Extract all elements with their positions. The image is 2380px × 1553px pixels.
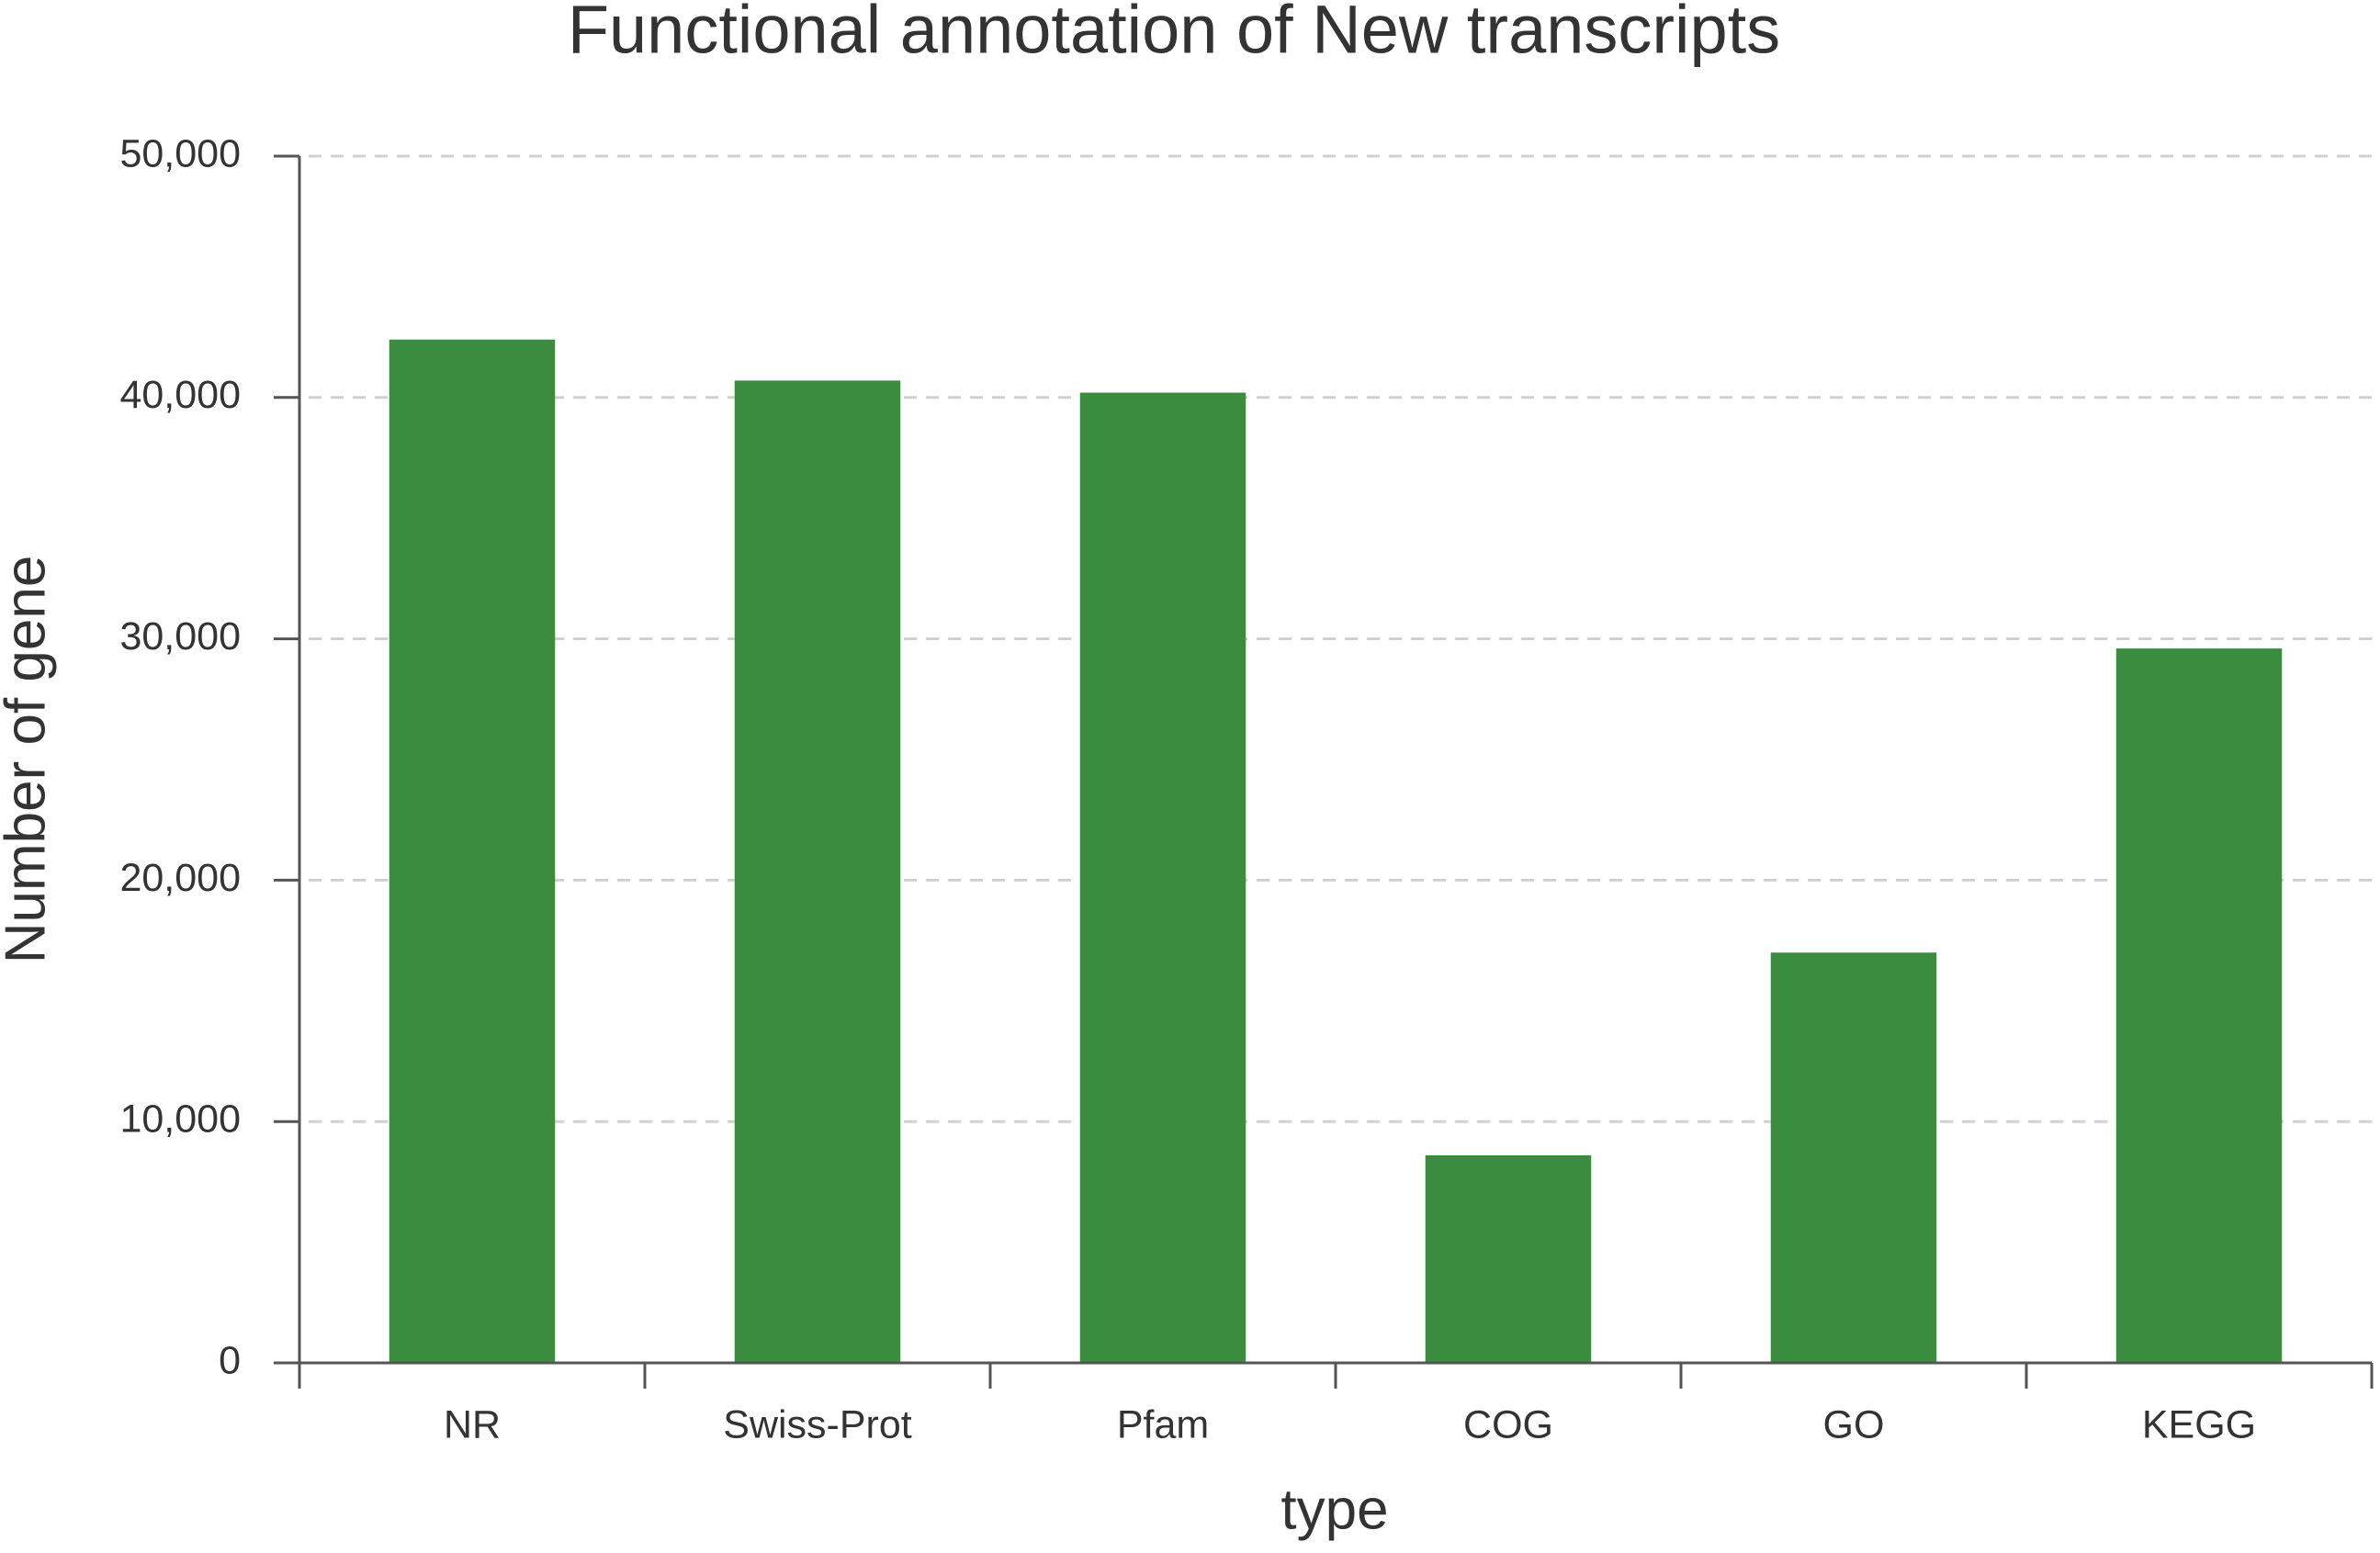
x-tick-label: Swiss-Prot	[723, 1402, 912, 1446]
bar	[1079, 392, 1246, 1364]
y-tick-label: 20,000	[119, 856, 241, 900]
y-tick-label: 40,000	[119, 373, 241, 417]
y-tick-label: 10,000	[119, 1097, 241, 1142]
bar	[1770, 952, 1937, 1363]
x-tick-label: COG	[1463, 1402, 1553, 1446]
x-axis-title: type	[1280, 1478, 1388, 1541]
bar	[1425, 1154, 1592, 1363]
x-tick-label: KEGG	[2142, 1402, 2256, 1446]
y-tick-label: 50,000	[119, 131, 241, 175]
y-tick-label: 0	[219, 1338, 241, 1382]
bar	[2115, 648, 2283, 1363]
x-tick-label: NR	[444, 1402, 501, 1446]
y-axis-title: Number of gene	[0, 556, 57, 964]
bar	[389, 339, 556, 1363]
x-tick-label: GO	[1823, 1402, 1885, 1446]
chart-title: Functional annotation of New transcripts	[568, 0, 1780, 68]
y-tick-label: 30,000	[119, 614, 241, 658]
bar	[734, 380, 901, 1363]
x-tick-label: Pfam	[1117, 1402, 1209, 1446]
